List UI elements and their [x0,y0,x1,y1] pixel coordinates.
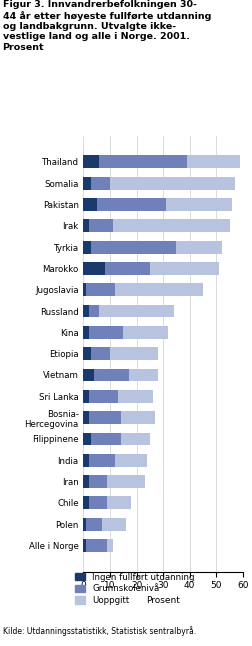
X-axis label: Prosent: Prosent [146,596,179,605]
Bar [83,348,91,360]
Bar [88,412,120,424]
Bar [120,433,149,445]
Bar [149,262,218,275]
Bar [94,369,128,381]
Bar [83,262,104,275]
Bar [83,369,94,381]
Bar [83,475,88,488]
Bar [83,198,96,211]
Bar [83,518,86,530]
Bar [83,220,88,232]
Bar [83,412,88,424]
Bar [83,433,91,445]
Bar [115,284,202,296]
Bar [83,156,99,168]
Bar [176,241,221,253]
Bar [86,518,102,530]
Bar [83,326,88,339]
Bar [88,454,115,466]
Bar [107,475,144,488]
Bar [88,390,117,402]
Bar [104,262,149,275]
Bar [91,348,110,360]
Bar [99,156,186,168]
Bar [112,220,229,232]
Bar [88,220,112,232]
Bar [91,433,120,445]
Bar [117,390,152,402]
Bar [88,497,107,509]
Bar [91,177,110,189]
Bar [83,454,88,466]
Bar [91,241,176,253]
Bar [110,177,234,189]
Bar [83,539,86,552]
Bar [186,156,239,168]
Bar [107,497,131,509]
Bar [120,412,155,424]
Bar [102,518,125,530]
Bar [107,539,112,552]
Bar [83,284,86,296]
Bar [83,305,88,317]
Bar [128,369,157,381]
Bar [115,454,147,466]
Bar [88,305,99,317]
Bar [110,348,157,360]
Bar [123,326,168,339]
Bar [83,177,91,189]
Bar [99,305,173,317]
Bar [83,390,88,402]
Bar [83,241,91,253]
Bar [86,284,115,296]
Bar [88,326,123,339]
Text: Figur 3. Innvandrerbefolkningen 30-
44 år etter høyeste fullførte utdanning
og l: Figur 3. Innvandrerbefolkningen 30- 44 å… [3,0,210,52]
Legend: Ingen fullført utdanning, Grunnskolenivå, Uoppgitt: Ingen fullført utdanning, Grunnskolenivå… [75,573,194,605]
Bar [88,475,107,488]
Text: Kilde: Utdanningsstatistikk, Statistisk sentralbyrå.: Kilde: Utdanningsstatistikk, Statistisk … [3,627,195,636]
Bar [83,497,88,509]
Bar [165,198,231,211]
Bar [96,198,165,211]
Bar [86,539,107,552]
